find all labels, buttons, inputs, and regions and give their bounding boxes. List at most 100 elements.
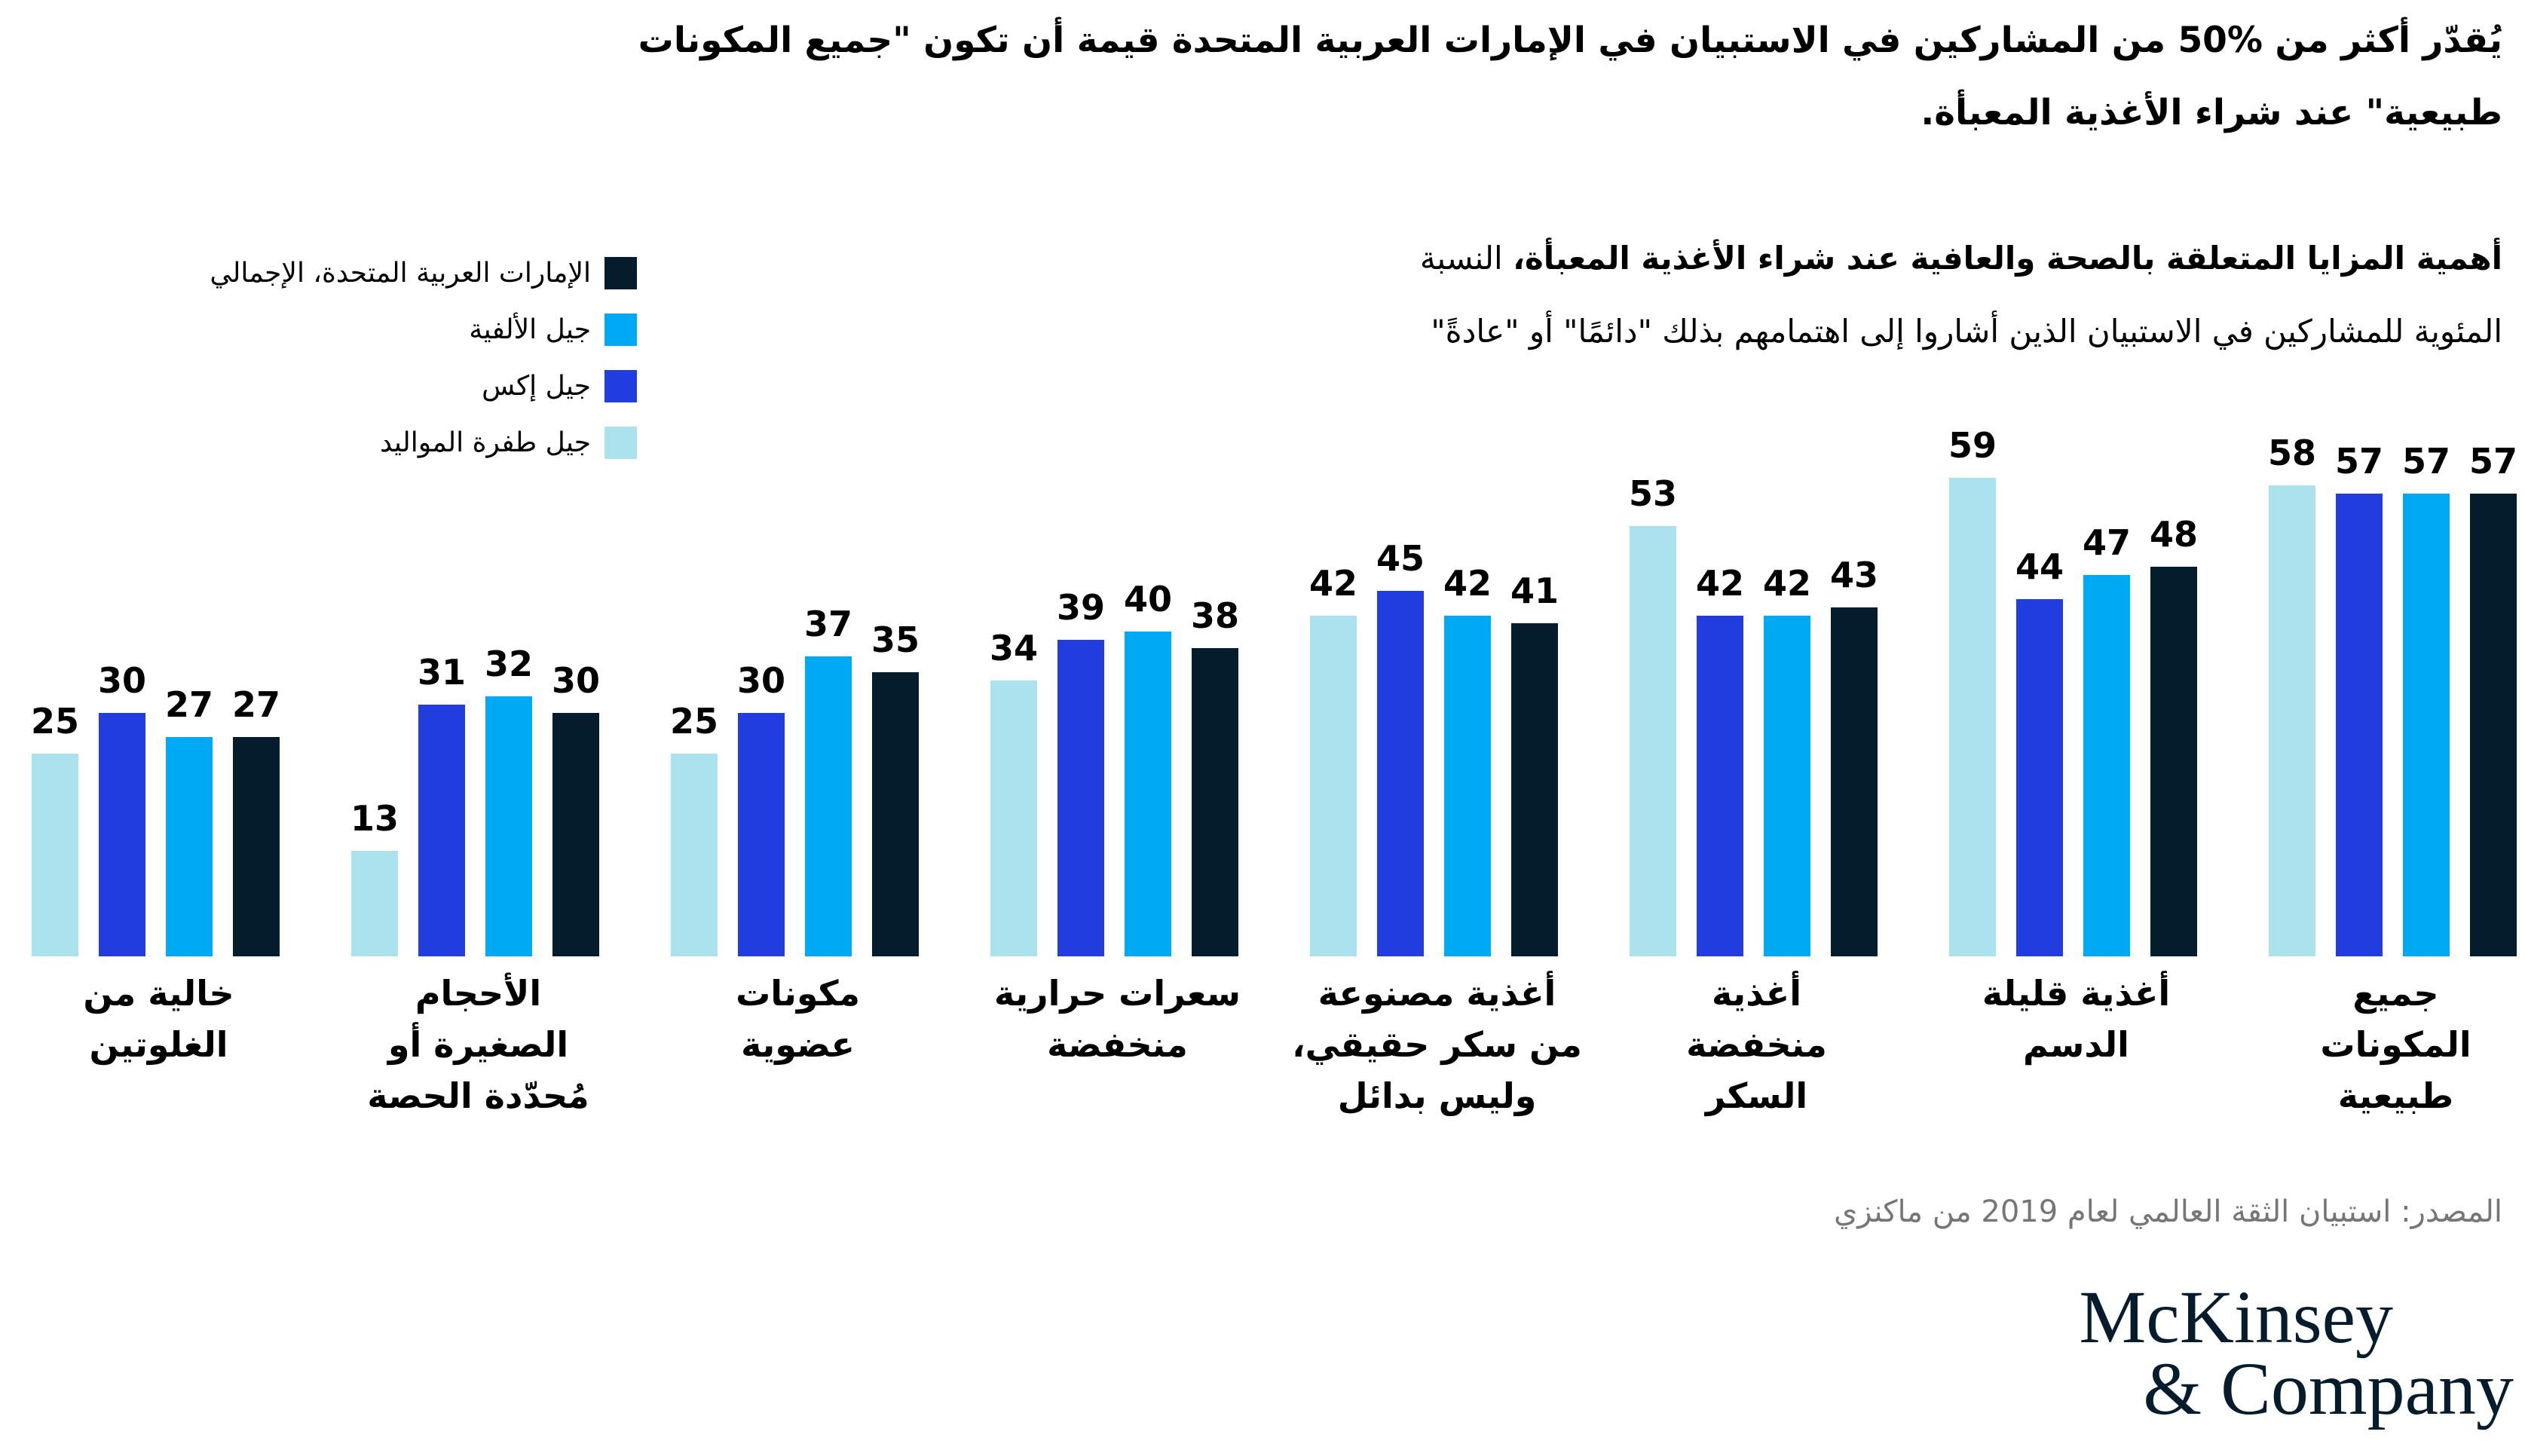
- bar: [1376, 591, 1424, 956]
- bar-stack: 30: [737, 660, 785, 956]
- bar-stack: 44: [2015, 546, 2064, 956]
- bar-value-label: 58: [2267, 433, 2316, 473]
- mckinsey-logo-line1: McKinsey: [2079, 1275, 2393, 1359]
- bar: [1124, 632, 1171, 956]
- category-label: خالية من الغلوتين: [83, 973, 234, 1065]
- bar: [2083, 575, 2130, 956]
- bar-value-label: 57: [2468, 441, 2517, 482]
- bar: [2335, 494, 2383, 956]
- chart-subtitle-bold: أهمية المزايا المتعلقة بالصحة والعافية ع…: [1513, 240, 2502, 277]
- bar-value-label: 27: [231, 684, 280, 725]
- legend-item-uae-total: الإمارات العربية المتحدة، الإجمالي: [210, 257, 637, 289]
- chart-subtitle-line2: المئوية للمشاركين في الاستبيان الذين أشا…: [1431, 313, 2502, 350]
- bar: [1629, 526, 1676, 956]
- category-label: أغذية قليلة الدسم: [1982, 973, 2171, 1065]
- legend-swatch: [604, 314, 637, 346]
- page-title-line1: يُقدّر أكثر من %50 من المشاركين في الاست…: [638, 20, 2502, 61]
- legend-item-genx: جيل إكس: [210, 370, 637, 402]
- chart-subtitle-line1: أهمية المزايا المتعلقة بالصحة والعافية ع…: [1055, 222, 2502, 295]
- bar-group: 38 40 39 34 سعرات حرارية منخفضة: [990, 429, 1241, 1065]
- bar-cluster: 38 40 39 34: [990, 579, 1239, 956]
- bar: [350, 851, 398, 956]
- bar-value-label: 47: [2082, 522, 2131, 563]
- bar-value-label: 39: [1056, 587, 1105, 628]
- bar: [165, 737, 213, 956]
- bar-value-label: 45: [1376, 538, 1425, 579]
- bar-chart: 57 57 57 58 جميع المكونات طبيعية 48 47 44 59 أغذية …: [31, 425, 2517, 1116]
- bar-stack: 27: [165, 684, 213, 956]
- bar-stack: 41: [1510, 570, 1559, 956]
- bar-stack: 45: [1376, 538, 1425, 956]
- legend-item-boomers: جيل طفرة المواليد: [210, 427, 637, 459]
- bar-value-label: 44: [2015, 546, 2064, 587]
- bar-value-label: 30: [551, 660, 600, 701]
- bar-value-label: 40: [1123, 579, 1172, 619]
- legend-label: جيل الألفية: [469, 314, 591, 345]
- bar-stack: 42: [1309, 563, 1357, 956]
- bar: [2268, 485, 2315, 956]
- legend-label: جيل إكس: [482, 371, 591, 402]
- bar-group: 30 32 31 13 الأحجام الصغيرة أو مُحدّدة الحصة: [350, 429, 600, 1116]
- bar: [804, 656, 852, 956]
- bar-stack: 25: [31, 701, 79, 956]
- bar-stack: 13: [350, 798, 399, 956]
- bar: [485, 696, 532, 956]
- bar-group: 57 57 57 58 جميع المكونات طبيعية: [2268, 429, 2517, 1116]
- bar-group: 41 42 45 42 أغذية مصنوعة من سكر حقيقي، وليس بد…: [1292, 429, 1582, 1116]
- category-label: أغذية مصنوعة من سكر حقيقي، وليس بدائل: [1292, 973, 1582, 1116]
- legend-label: الإمارات العربية المتحدة، الإجمالي: [210, 258, 591, 289]
- category-label: جميع المكونات طبيعية: [2320, 973, 2471, 1116]
- chart-legend: الإمارات العربية المتحدة، الإجمالي جيل ا…: [210, 257, 637, 483]
- bar: [1831, 607, 1878, 956]
- bar-stack: 58: [2268, 433, 2316, 956]
- bar-cluster: 27 27 30 25: [31, 660, 280, 956]
- bar-stack: 57: [2335, 441, 2383, 956]
- bar-stack: 37: [804, 604, 852, 956]
- bar-value-label: 30: [736, 660, 785, 701]
- bar: [98, 713, 145, 956]
- bar-value-label: 48: [2149, 514, 2198, 555]
- bar-stack: 34: [990, 628, 1038, 956]
- bar-value-label: 34: [989, 628, 1038, 668]
- category-label: أغذية منخفضة السكر: [1686, 973, 1827, 1116]
- legend-item-millennials: جيل الألفية: [210, 314, 637, 346]
- bar-group: 35 37 30 25 مكونات عضوية: [670, 429, 920, 1065]
- bar-cluster: 43 42 42 53: [1629, 473, 1878, 956]
- legend-swatch: [604, 427, 637, 459]
- legend-label: جيل طفرة المواليد: [380, 427, 591, 458]
- bar-value-label: 42: [1443, 563, 1492, 604]
- bar-value-label: 37: [803, 604, 852, 644]
- bar-stack: 48: [2150, 514, 2198, 956]
- bar: [418, 705, 465, 956]
- bar-stack: 25: [670, 701, 718, 956]
- bar: [1309, 616, 1357, 956]
- bar-stack: 35: [871, 619, 920, 956]
- bar-group: 43 42 42 53 أغذية منخفضة السكر: [1629, 429, 1878, 1116]
- bar-value-label: 59: [1948, 425, 1997, 466]
- bar-stack: 59: [1948, 425, 1997, 956]
- bar-stack: 40: [1124, 579, 1172, 956]
- bar-value-label: 57: [2334, 441, 2383, 482]
- bar-value-label: 30: [97, 660, 146, 701]
- bar: [2015, 599, 2063, 956]
- bar-cluster: 30 32 31 13: [350, 644, 600, 956]
- bar-cluster: 35 37 30 25: [670, 604, 920, 956]
- bar-stack: 42: [1443, 563, 1492, 956]
- bar-value-label: 38: [1190, 595, 1239, 636]
- chart-subtitle: أهمية المزايا المتعلقة بالصحة والعافية ع…: [1055, 222, 2502, 368]
- bar-group: 27 27 30 25 خالية من الغلوتين: [31, 429, 280, 1065]
- chart-subtitle-rest: النسبة: [1419, 240, 1503, 277]
- bar: [233, 737, 280, 956]
- bar: [1057, 640, 1104, 956]
- bar-value-label: 32: [484, 644, 533, 684]
- bar: [737, 713, 785, 956]
- source-note: المصدر: استبيان الثقة العالمي لعام 2019 …: [1833, 1194, 2502, 1229]
- bar-stack: 39: [1057, 587, 1105, 956]
- bar-value-label: 53: [1628, 473, 1677, 514]
- bar-cluster: 57 57 57 58: [2268, 433, 2517, 956]
- bar: [552, 713, 599, 956]
- bar-value-label: 42: [1308, 563, 1357, 604]
- bar-stack: 30: [552, 660, 600, 956]
- bar-stack: 47: [2083, 522, 2131, 956]
- bar-group: 48 47 44 59 أغذية قليلة الدسم: [1948, 425, 2198, 1065]
